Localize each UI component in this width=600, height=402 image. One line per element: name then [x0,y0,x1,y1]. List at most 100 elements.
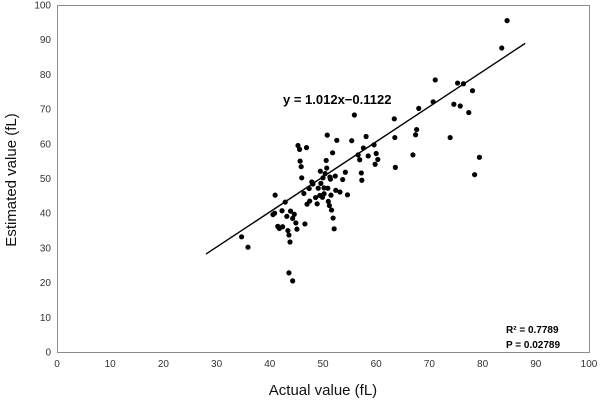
x-tick-label: 50 [317,359,329,370]
x-tick-label: 60 [371,359,383,370]
plot-frame [57,5,590,353]
data-point [307,198,313,204]
data-point [472,172,478,178]
y-tick-label: 70 [40,105,52,116]
data-point [333,187,339,193]
y-tick-label: 50 [40,174,52,185]
data-point [454,80,461,86]
data-point [299,175,305,181]
data-point [327,176,334,182]
data-point [371,142,377,148]
data-point [291,211,297,217]
data-point [324,165,330,171]
data-point [318,180,324,186]
data-point [469,88,476,94]
y-tick-label: 60 [40,139,52,150]
y-tick-label: 0 [45,348,51,359]
data-point [279,208,285,214]
data-point [298,164,304,170]
data-point [332,173,338,179]
data-point [301,190,307,197]
x-tick-label: 40 [264,359,276,370]
data-point [414,126,420,133]
data-point [287,239,293,245]
p-value-label: P = 0.02789 [506,340,560,351]
data-point [391,116,397,122]
data-point [432,77,438,83]
data-point [297,158,303,164]
data-point [331,226,337,232]
y-axis-label: Estimated value (fL) [3,113,20,246]
data-point [324,132,330,138]
trend-equation: y = 1.012x−0.1122 [283,92,391,107]
y-tick-label: 100 [34,1,51,12]
data-point [360,145,367,151]
data-point [416,105,422,112]
data-point [504,18,510,24]
data-point [325,198,331,205]
data-point [476,154,483,160]
data-point [466,109,472,116]
data-point [359,177,365,183]
data-point [328,192,334,198]
data-point [239,234,245,240]
data-point [457,103,463,109]
data-point [344,192,351,198]
data-point [373,150,379,157]
data-point [358,170,364,176]
data-point [334,137,340,143]
data-point [372,161,378,167]
data-point [321,185,327,191]
data-point [302,221,308,227]
data-point [312,194,319,201]
data-point [337,189,343,195]
data-point [355,152,361,158]
data-point [272,192,278,198]
data-point [285,227,291,234]
tick-labels: 0 10 20 30 40 50 60 70 80 90 100 0 10 20 30 40 50 60 70 80 9… [34,1,597,371]
data-point [315,185,321,191]
data-point [326,202,332,209]
x-tick-label: 10 [105,359,117,370]
y-tick-label: 90 [40,35,52,46]
data-point [290,278,296,284]
y-tick-label: 20 [40,278,52,289]
data-point [296,146,303,152]
data-point [330,215,336,221]
data-point [349,138,355,144]
data-point [410,152,416,158]
data-point [325,185,331,191]
data-point [460,81,467,87]
data-point [245,244,251,250]
data-point [392,164,398,170]
data-point [447,134,453,141]
data-point [303,145,310,151]
data-point [317,168,323,174]
data-point [323,157,329,164]
x-tick-label: 80 [477,359,489,370]
y-tick-label: 80 [40,70,52,81]
y-tick-label: 40 [40,209,52,220]
data-point [294,226,300,232]
data-point [310,181,316,187]
data-point [357,157,363,163]
data-points [239,18,510,284]
data-point [340,176,346,183]
r-squared-label: R² = 0.7789 [506,325,559,336]
data-point [365,153,371,159]
data-point [306,185,312,192]
data-point [271,210,278,216]
y-tick-label: 30 [40,243,52,254]
data-point [293,220,299,226]
data-point [287,208,294,214]
data-point [320,175,326,181]
x-tick-label: 20 [158,359,170,370]
data-point [375,156,381,163]
data-point [321,191,327,197]
data-point [329,150,336,156]
x-tick-label: 30 [211,359,223,370]
data-point [392,134,398,141]
data-point [342,169,348,175]
data-point [412,132,419,138]
